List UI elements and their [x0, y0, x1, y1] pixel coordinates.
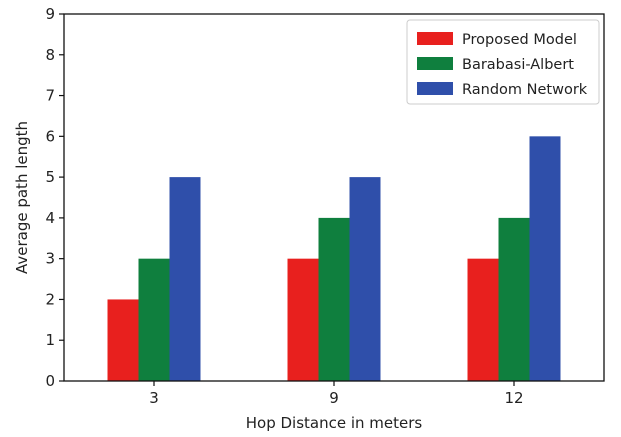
y-tick-label: 6	[45, 127, 55, 145]
y-tick-label: 0	[45, 372, 55, 390]
legend-swatch	[417, 57, 453, 70]
bar-barabasi-albert-9	[318, 217, 350, 381]
bar-proposed-model-9	[287, 258, 319, 381]
y-axis-ticks: 0 1 2 3 4 5 6 7 8 9	[45, 5, 64, 390]
legend: Proposed Model Barabasi-Albert Random Netw…	[406, 19, 600, 105]
bar-random-network-12	[529, 136, 561, 381]
bar-random-network-9	[349, 177, 381, 381]
x-axis-label: Hop Distance in meters	[246, 414, 423, 432]
x-tick-label: 3	[149, 389, 159, 407]
x-axis-ticks: 3 9 12	[149, 381, 524, 407]
y-tick-label: 7	[45, 87, 55, 105]
y-tick-label: 4	[45, 209, 55, 227]
bar-proposed-model-12	[467, 258, 499, 381]
bars-group	[107, 136, 561, 381]
legend-label: Barabasi-Albert	[462, 57, 574, 73]
legend-swatch	[417, 32, 453, 45]
bar-barabasi-albert-12	[498, 217, 530, 381]
y-tick-label: 3	[45, 250, 55, 268]
bar-proposed-model-3	[107, 299, 139, 381]
y-tick-label: 8	[45, 46, 55, 64]
y-axis-label: Average path length	[13, 121, 31, 274]
legend-swatch	[417, 82, 453, 95]
x-tick-label: 12	[504, 389, 523, 407]
plot-frame	[63, 13, 605, 382]
legend-label: Random Network	[462, 82, 588, 98]
bar-barabasi-albert-3	[138, 258, 170, 381]
legend-box	[406, 19, 600, 105]
y-tick-label: 1	[45, 331, 55, 349]
legend-label: Proposed Model	[462, 32, 577, 48]
x-tick-label: 9	[329, 389, 339, 407]
y-tick-label: 5	[45, 168, 55, 186]
y-tick-label: 9	[45, 5, 55, 23]
y-tick-label: 2	[45, 290, 55, 308]
bar-random-network-3	[169, 177, 201, 381]
